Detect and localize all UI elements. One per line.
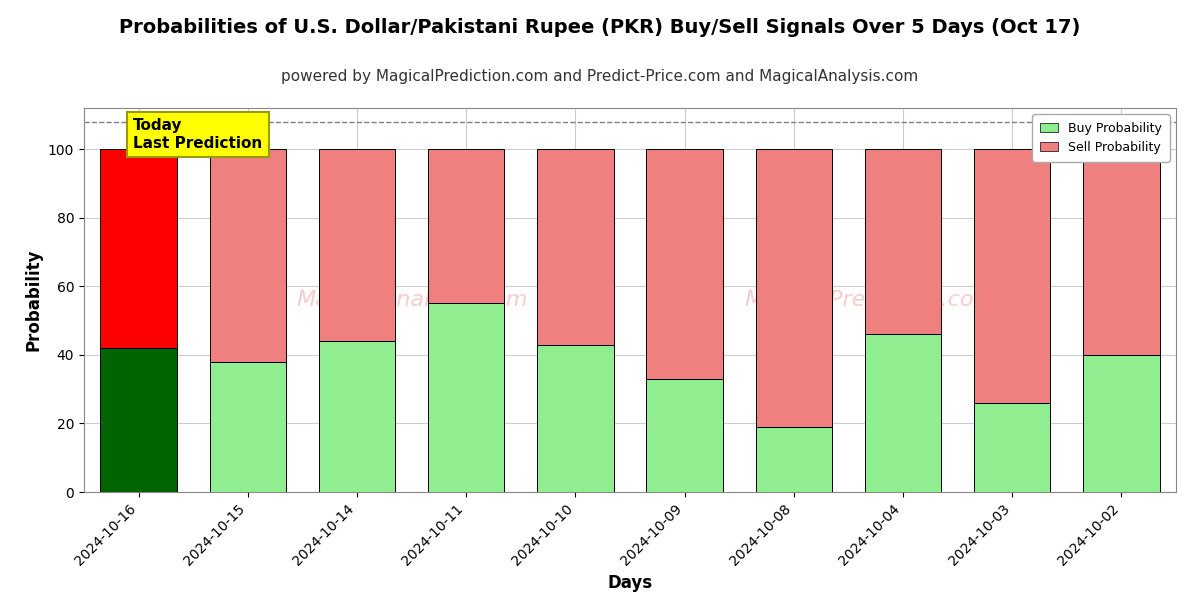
Bar [865,334,941,492]
Bar [428,304,504,492]
Text: Today
Last Prediction: Today Last Prediction [133,118,263,151]
Bar [319,341,395,492]
Bar [865,149,941,334]
Text: powered by MagicalPrediction.com and Predict-Price.com and MagicalAnalysis.com: powered by MagicalPrediction.com and Pre… [281,69,919,84]
Bar [319,149,395,341]
Bar [538,344,613,492]
Bar [974,403,1050,492]
Bar [210,362,286,492]
Bar [974,149,1050,403]
Bar [428,149,504,304]
Text: Probabilities of U.S. Dollar/Pakistani Rupee (PKR) Buy/Sell Signals Over 5 Days : Probabilities of U.S. Dollar/Pakistani R… [119,18,1081,37]
Bar [1084,149,1159,355]
Bar [538,149,613,344]
X-axis label: Days: Days [607,574,653,592]
Bar [647,379,722,492]
Bar [756,427,832,492]
Bar [101,348,176,492]
Bar [210,149,286,362]
Text: MagicalPrediction.com: MagicalPrediction.com [745,290,996,310]
Legend: Buy Probability, Sell Probability: Buy Probability, Sell Probability [1032,114,1170,161]
Bar [756,149,832,427]
Bar [101,149,176,348]
Text: MagicalAnalysis.com: MagicalAnalysis.com [296,290,527,310]
Bar [1084,355,1159,492]
Y-axis label: Probability: Probability [24,249,42,351]
Bar [647,149,722,379]
